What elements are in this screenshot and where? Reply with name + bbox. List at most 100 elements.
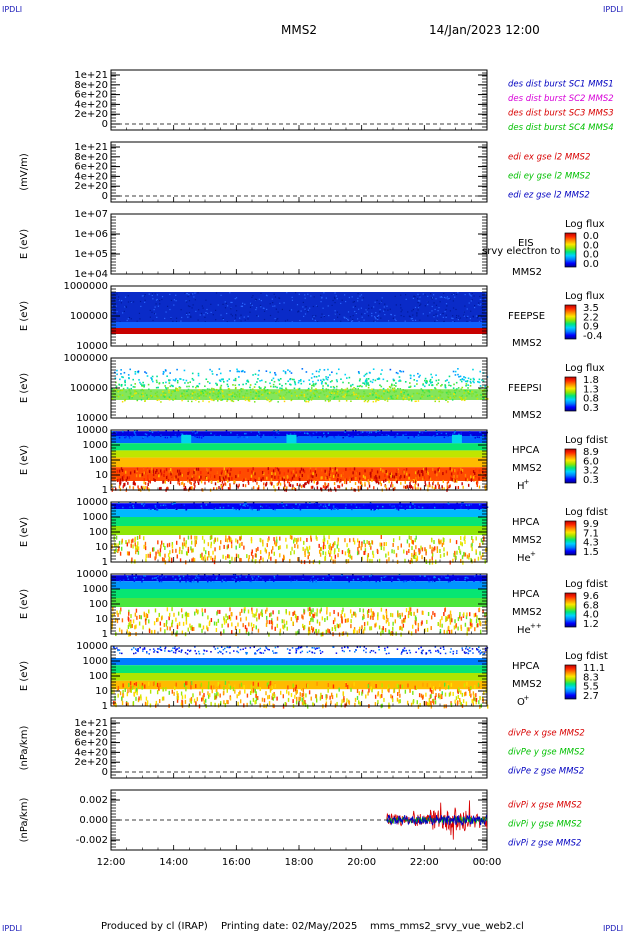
p5-spec-pixel [390,397,393,399]
p4-spec-pixel [436,319,438,321]
p6-spec-pixel [458,433,460,436]
p8-spec-pixel [415,629,417,634]
p6-spec-pixel [422,477,424,481]
p6-spec-pixel [294,487,297,491]
p4-spec-pixel [252,295,254,297]
p7-spec-pixel [112,506,115,508]
p4-spec-pixel [427,304,429,306]
p7-spec-pixel [347,548,350,553]
p7-spec-pixel [189,507,192,509]
p7-spec-pixel [156,508,158,510]
p7-spec-pixel [227,554,229,559]
p5-spec-pixel [176,388,179,390]
p6-spec-pixel [434,435,436,437]
p8-spec-pixel [206,625,208,630]
p6-spec-pixel [263,486,265,490]
p5-spec-pixel [416,383,418,385]
p4-spec-pixel [154,306,156,308]
p5-spec-pixel [155,386,158,389]
p4-instrument-label: FEEPSE [508,311,545,322]
p5-spec-pixel [395,397,398,400]
p6-spec-pixel [247,481,250,485]
p7-spec-pixel [239,557,241,562]
p4-spec-pixel [273,293,275,295]
p7-spec-pixel [373,509,375,511]
p6-spec-pixel [133,431,136,434]
p8-spec-pixel [309,611,311,616]
p6-spec-pixel [338,485,341,489]
p8-spec-pixel [127,578,130,580]
p4-colorbar-tick-3: -0.4 [583,331,603,342]
p6-colorbar [564,448,577,484]
p5-spec-pixel [275,392,277,394]
p6-spec-pixel [316,486,319,490]
p6-spec-pixel [345,467,347,471]
p7-spec-pixel [226,538,229,543]
p8-spec-pixel [382,629,384,634]
p6-spec-pixel [121,469,124,473]
p7-spec-pixel [448,503,450,505]
p5-spec-pixel [337,395,339,398]
p2-frame [110,141,488,203]
p4-spec-pixel [473,295,475,297]
p6-spec-pixel [277,482,279,486]
p5-spec-pixel [428,389,430,392]
p4-spec-pixel [312,305,314,308]
p6-spec-pixel [244,436,247,438]
p6-spec-pixel [435,478,438,482]
p4-spec-pixel [334,310,336,312]
p5-spec-pixel [217,392,219,394]
p4-spec-pixel [478,320,480,322]
p7-ytick-label: 1 [102,557,108,568]
p5-spec-pixel [362,382,364,384]
p5-spec-pixel [392,379,395,382]
p5-spec-pixel [395,371,398,374]
p7-spec-band [111,509,487,517]
p6-spec-pixel [308,479,310,483]
p6-spec-pixel [252,486,255,490]
p6-spec-pixel [424,480,426,484]
p4-spec-pixel [378,303,380,305]
p6-spec-pixel [267,467,270,471]
p6-spec-pixel [196,436,199,439]
corner-mark-top-left: IPDLI [2,5,23,14]
p6-spec-pixel [180,433,183,435]
p7-spec-pixel [213,539,215,544]
p4-spec-pixel [205,311,207,314]
p8-spec-pixel [319,609,321,614]
p8-spec-pixel [158,580,161,583]
p8-spec-pixel [362,608,365,613]
p6-spec-pixel [429,484,431,488]
p6-spec-pixel [213,487,215,491]
p5-spec-pixel [129,368,132,371]
p5-spec-pixel [113,393,115,396]
p3-ytick-label: 1e+07 [74,209,108,220]
p8-spec-pixel [415,617,417,622]
p5-spec-pixel [156,381,158,384]
p8-spec-pixel [188,576,191,579]
p6-colorbar-tick-0: 8.9 [583,447,599,458]
p6-spec-pixel [286,433,288,436]
p5-spec-pixel [191,400,193,403]
p5-spec-pixel [208,393,211,395]
p6-spec-pixel [411,486,414,490]
p5-spec-pixel [320,379,322,382]
p8-ytick-label: 10 [95,614,108,625]
p6-spec-pixel [283,478,286,482]
p4-spec-pixel [323,315,325,317]
p8-spec-pixel [268,579,271,581]
p5-spec-pixel [293,378,295,381]
p6-spec-pixel [340,474,342,478]
p5-spec-pixel [358,379,361,382]
p5-spec-pixel [463,392,465,394]
p5-spec-pixel [264,381,267,383]
p6-spec-pixel [446,481,449,485]
p5-spec-pixel [229,370,231,372]
p5-spec-pixel [460,397,462,399]
p7-spec-pixel [336,544,339,549]
p4-spec-pixel [323,315,325,317]
p7-spec-pixel [128,551,130,556]
p5-spec-pixel [172,399,174,401]
p5-spec-pixel [289,378,291,381]
p5-spec-pixel [211,370,213,373]
